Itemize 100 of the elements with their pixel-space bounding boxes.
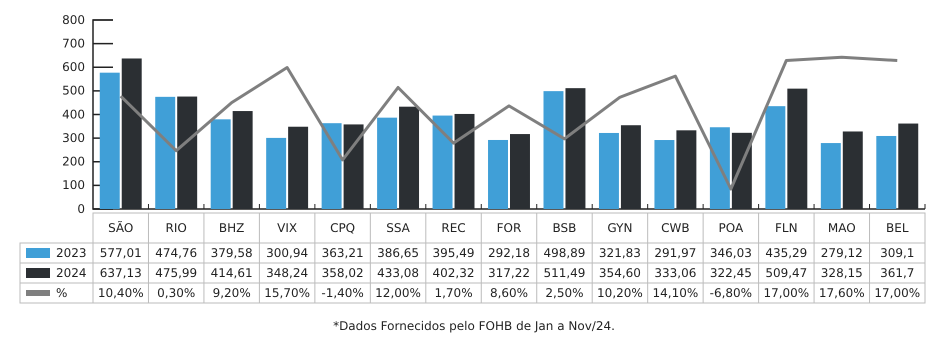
x-tick-label: SSA — [386, 221, 411, 235]
x-tick-label: FOR — [496, 221, 522, 235]
data-label: 17,00% — [763, 286, 810, 300]
bar — [232, 111, 253, 209]
data-label: 8,60% — [490, 286, 528, 300]
bar — [544, 91, 564, 209]
bar — [399, 106, 420, 209]
bar — [598, 132, 619, 209]
x-tick-label: BHZ — [218, 221, 244, 235]
bar — [488, 140, 508, 209]
data-label: -6,80% — [710, 286, 752, 300]
x-tick-label: REC — [441, 221, 466, 235]
y-tick-label: 700 — [62, 36, 85, 50]
data-label: 386,65 — [377, 246, 420, 260]
data-label: 1,70% — [434, 286, 473, 300]
x-tick-label: FLN — [775, 221, 798, 235]
data-label: 10,20% — [597, 286, 643, 300]
bar — [210, 119, 231, 209]
bar — [820, 143, 841, 209]
data-label: 498,89 — [543, 246, 586, 260]
bar — [322, 123, 342, 209]
data-label: 637,13 — [100, 266, 142, 280]
data-label: 577,01 — [100, 246, 142, 260]
data-label: 328,15 — [820, 266, 863, 280]
y-tick-label: 0 — [77, 202, 85, 216]
bar — [732, 132, 752, 209]
x-tick-label: BSB — [552, 221, 576, 235]
bar — [432, 116, 453, 209]
data-label: 475,99 — [155, 266, 198, 280]
data-label: 433,08 — [377, 266, 420, 280]
data-label: 322,45 — [710, 266, 752, 280]
x-tick-label: CWB — [661, 221, 690, 235]
y-tick-label: 500 — [62, 84, 85, 98]
bar — [765, 106, 786, 209]
bar — [620, 125, 641, 209]
data-label: 14,10% — [652, 286, 698, 300]
bar — [266, 138, 286, 209]
data-label: 402,32 — [432, 266, 475, 280]
data-label: 279,12 — [820, 246, 863, 260]
legend-label: 2023 — [56, 246, 87, 260]
data-label: 17,60% — [818, 286, 865, 300]
bar — [898, 124, 918, 209]
data-label: 9,20% — [212, 286, 251, 300]
data-label: 361,7 — [880, 266, 914, 280]
y-tick-label: 400 — [62, 107, 85, 122]
data-label: 511,49 — [543, 266, 586, 280]
data-label: 10,40% — [98, 286, 144, 300]
bar — [122, 58, 142, 209]
data-label: 333,06 — [654, 266, 696, 280]
x-tick-label: SÃO — [108, 220, 134, 235]
bar — [787, 88, 808, 209]
data-label: 354,60 — [598, 266, 641, 280]
bar — [565, 88, 586, 209]
data-label: 15,70% — [264, 286, 310, 300]
y-tick-label: 800 — [62, 12, 85, 27]
x-tick-label: GYN — [607, 221, 632, 235]
data-label: -1,40% — [321, 286, 364, 300]
bar — [842, 131, 863, 209]
bar — [177, 96, 198, 209]
bar — [654, 140, 674, 209]
y-tick-label: 100 — [62, 178, 85, 192]
data-label: 474,76 — [155, 246, 198, 260]
bar — [454, 114, 474, 209]
legend-label: 2024 — [56, 266, 87, 280]
data-label: 0,30% — [157, 286, 196, 300]
bar — [100, 72, 120, 209]
data-label: 2,50% — [545, 286, 584, 300]
x-tick-label: POA — [718, 221, 744, 235]
bar — [377, 118, 398, 209]
bar — [288, 126, 308, 209]
x-tick-label: CPQ — [330, 221, 356, 235]
data-label: 414,61 — [210, 266, 253, 280]
data-label: 395,49 — [432, 246, 475, 260]
data-label: 12,00% — [375, 286, 421, 300]
data-label: 321,83 — [598, 246, 641, 260]
data-label: 291,97 — [654, 246, 696, 260]
data-label: 309,1 — [880, 246, 914, 260]
data-label: 17,00% — [874, 286, 920, 300]
y-tick-label: 200 — [62, 154, 85, 169]
x-tick-label: BEL — [886, 221, 909, 235]
x-tick-label: VIX — [277, 221, 298, 235]
data-label: 363,21 — [322, 246, 364, 260]
data-label: 379,58 — [210, 246, 253, 260]
data-label: 346,03 — [710, 246, 752, 260]
data-label: 317,22 — [488, 266, 530, 280]
data-label: 292,18 — [488, 246, 530, 260]
text: *Dados Fornecidos pelo FOHB de Jan a Nov/24. — [333, 319, 615, 333]
y-tick-label: 600 — [62, 60, 85, 74]
x-tick-label: RIO — [166, 221, 187, 235]
bar — [344, 124, 364, 209]
x-tick-label: MAO — [828, 221, 856, 235]
data-label: 509,47 — [765, 266, 808, 280]
data-label: 348,24 — [266, 266, 308, 280]
bar — [876, 136, 896, 209]
data-label: 358,02 — [322, 266, 364, 280]
data-label: 435,29 — [765, 246, 808, 260]
y-tick-label: 300 — [62, 130, 85, 145]
data-label: 300,94 — [266, 246, 308, 260]
bar — [510, 134, 530, 209]
bar — [155, 96, 176, 209]
